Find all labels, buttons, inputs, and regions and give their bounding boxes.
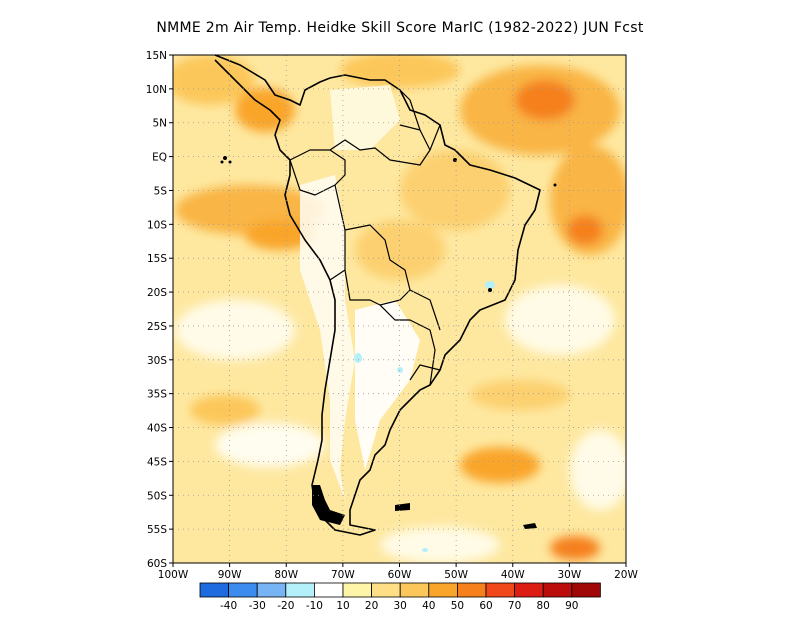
latitude-labels: 15N 10N 5N EQ 5S 10S 15S 20S 25S 30S 35S 40S 45S 50S 5… (146, 50, 173, 570)
negative-skill-patch (397, 367, 403, 373)
negative-skill-patch (485, 281, 495, 289)
colorbar-swatch (199, 582, 230, 598)
lat-label: 30S (147, 355, 167, 367)
colorbar-swatch (313, 582, 344, 598)
lat-label: 10N (146, 84, 167, 96)
low-skill-argentina (355, 300, 420, 470)
colorbar-label: -30 (249, 600, 266, 612)
lat-label: 5N (152, 118, 167, 130)
lon-label: 80W (274, 569, 298, 581)
grid (173, 55, 626, 563)
lat-label: 45S (147, 456, 167, 468)
lon-label: 40W (501, 569, 525, 581)
colorbar-label: 50 (451, 600, 464, 612)
colorbar-label: -20 (277, 600, 294, 612)
islands (220, 156, 557, 529)
colorbar-swatch (485, 582, 516, 598)
longitude-labels: 100W 90W 80W 70W 60W 50W 40W 30W 20W (158, 563, 638, 581)
colorbar-labels: -40 -30 -20 -10 10 20 30 40 50 60 70 80 90 (220, 600, 578, 612)
lon-label: 60W (388, 569, 412, 581)
colorbar-swatch (228, 582, 258, 598)
colorbar-label: 20 (365, 600, 378, 612)
lat-label: 15N (146, 50, 167, 62)
map-title: NMME 2m Air Temp. Heidke Skill Score Mar… (156, 20, 644, 36)
lat-label: 10S (147, 219, 167, 231)
lon-label: 70W (331, 569, 355, 581)
country-borders (289, 89, 441, 386)
low-skill-venezuela (330, 85, 400, 150)
colorbar-label: 90 (565, 600, 578, 612)
lat-label: 55S (147, 524, 167, 536)
colorbar (199, 582, 601, 598)
colorbar-swatch (399, 582, 430, 598)
lon-label: 30W (558, 569, 582, 581)
colorbar-label: -10 (306, 600, 323, 612)
low-skill-andes (300, 175, 355, 500)
colorbar-swatch (456, 582, 487, 598)
colorbar-swatch (256, 582, 287, 598)
lon-label: 100W (158, 569, 189, 581)
lat-label: 60S (147, 558, 167, 570)
colorbar-label: 60 (479, 600, 492, 612)
colorbar-label: 70 (508, 600, 521, 612)
skill-field (173, 55, 626, 563)
lat-label: 35S (147, 389, 167, 401)
lat-label: EQ (152, 152, 167, 164)
lat-label: 15S (147, 253, 167, 265)
negative-skill-patch (354, 353, 362, 363)
colorbar-label: 10 (336, 600, 349, 612)
colorbar-swatch (428, 582, 458, 598)
colorbar-swatch (542, 582, 573, 598)
lat-label: 5S (154, 185, 168, 197)
lat-label: 40S (147, 423, 167, 435)
colorbar-swatch (514, 582, 544, 598)
colorbar-swatch (342, 582, 373, 598)
lat-label: 20S (147, 287, 167, 299)
negative-skill-patch (422, 548, 428, 552)
lon-label: 50W (444, 569, 468, 581)
lon-label: 20W (614, 569, 638, 581)
lat-label: 50S (147, 490, 167, 502)
colorbar-label: -40 (220, 600, 237, 612)
colorbar-label: 40 (422, 600, 435, 612)
colorbar-swatch (285, 582, 315, 598)
colorbar-label: 30 (394, 600, 407, 612)
colorbar-label: 80 (537, 600, 550, 612)
colorbar-swatch (571, 582, 601, 598)
field-shading (173, 55, 626, 563)
colorbar-swatch (371, 582, 401, 598)
lat-label: 25S (147, 321, 167, 333)
lon-label: 90W (218, 569, 242, 581)
